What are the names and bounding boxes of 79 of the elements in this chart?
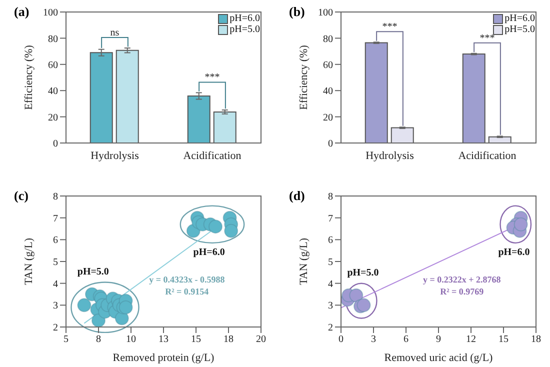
y-tick-label: 5: [328, 256, 333, 268]
x-tick-label: 6: [404, 334, 408, 345]
y-tick-label: 4: [328, 278, 333, 290]
bar: [213, 111, 236, 143]
y-tick-label: 7: [328, 212, 333, 224]
point: [208, 219, 222, 234]
chart-title: (c): [14, 188, 28, 204]
y-tick-label: 100: [43, 8, 58, 19]
x-tick-label: 12: [466, 334, 476, 345]
x-tick-label: 15: [498, 334, 508, 345]
y-axis-title: TAN (g/L): [298, 237, 310, 285]
x-tick-label: 8: [96, 334, 101, 345]
point: [118, 300, 133, 314]
annotation: y = 0.2322x + 2.8768: [423, 274, 502, 284]
series-label: pH=5.0: [77, 266, 109, 277]
y-tick-label: 5: [53, 256, 58, 268]
y-tick-label: 60: [48, 60, 58, 71]
y-tick-label: 3: [328, 300, 333, 312]
legend-label: pH=5.0: [230, 24, 260, 35]
y-tick-label: 7: [53, 212, 58, 224]
series-label: pH=6.0: [193, 246, 225, 258]
x-tick-label: 0: [338, 334, 344, 345]
chart-title: (b): [289, 4, 305, 20]
y-tick-label: 2: [53, 322, 58, 334]
annotation: ns: [110, 28, 120, 39]
x-tick-label: 3: [371, 334, 376, 345]
annotation: ***: [480, 32, 495, 44]
annotation: R² = 0.9769: [440, 286, 484, 296]
annotation: ***: [382, 22, 398, 33]
y-tick-label: 0: [328, 138, 333, 150]
x-tick-label: 10: [126, 334, 136, 345]
x-tick-label: Acidification: [458, 150, 517, 162]
legend-label: pH=6.0: [504, 13, 535, 24]
y-tick-label: 80: [48, 34, 58, 45]
point: [77, 298, 92, 312]
bar: [390, 127, 414, 143]
y-tick-label: 80: [323, 34, 333, 45]
x-tick-label: 18: [224, 334, 234, 345]
y-tick-label: 100: [318, 8, 333, 19]
annotation: R² = 0.9154: [165, 286, 210, 296]
x-axis-title: Removed uric acid (g/L): [384, 352, 494, 364]
x-tick-label: 5: [64, 334, 68, 345]
y-tick-label: 6: [328, 234, 333, 246]
bar: [116, 50, 139, 143]
y-tick-label: 0: [53, 138, 58, 150]
x-tick-label: 15: [191, 334, 201, 345]
x-tick-label: 18: [531, 334, 541, 345]
y-tick-label: 20: [48, 112, 58, 124]
x-axis-title: Removed protein (g/L): [112, 352, 215, 364]
chart-title: (d): [289, 188, 305, 204]
y-axis-title: TAN (g/L): [22, 237, 35, 285]
y-axis-title: Efficiency (%): [298, 44, 310, 110]
x-tick-label: Hydrolysis: [366, 150, 414, 162]
x-tick-label: Hydrolysis: [90, 150, 139, 162]
point: [224, 223, 238, 238]
x-tick-label: 20: [256, 334, 266, 345]
y-tick-label: 4: [53, 278, 58, 290]
y-tick-label: 40: [48, 86, 58, 98]
series-label: pH=5.0: [347, 266, 379, 278]
x-tick-label: 9: [436, 334, 441, 345]
y-axis-title: Efficiency (%): [22, 44, 35, 110]
annotation: y = 0.4323x - 0.5988: [149, 274, 226, 284]
x-tick-label: Acidification: [183, 150, 242, 162]
x-tick-label: 13: [158, 334, 168, 345]
y-tick-label: 8: [53, 191, 58, 202]
y-tick-label: 40: [323, 86, 333, 98]
y-tick-label: 6: [53, 234, 58, 246]
bar: [488, 136, 512, 143]
annotation: ***: [204, 72, 220, 84]
y-tick-label: 3: [53, 300, 58, 312]
legend-label: pH=5.0: [504, 24, 535, 35]
y-tick-label: 2: [328, 322, 333, 334]
series-label: pH=6.0: [498, 246, 530, 258]
y-tick-label: 8: [328, 191, 333, 202]
y-tick-label: 20: [323, 112, 333, 124]
legend-label: pH=6.0: [230, 13, 260, 24]
bar: [90, 52, 113, 143]
y-tick-label: 60: [323, 60, 333, 71]
chart-title: (a): [14, 4, 30, 20]
